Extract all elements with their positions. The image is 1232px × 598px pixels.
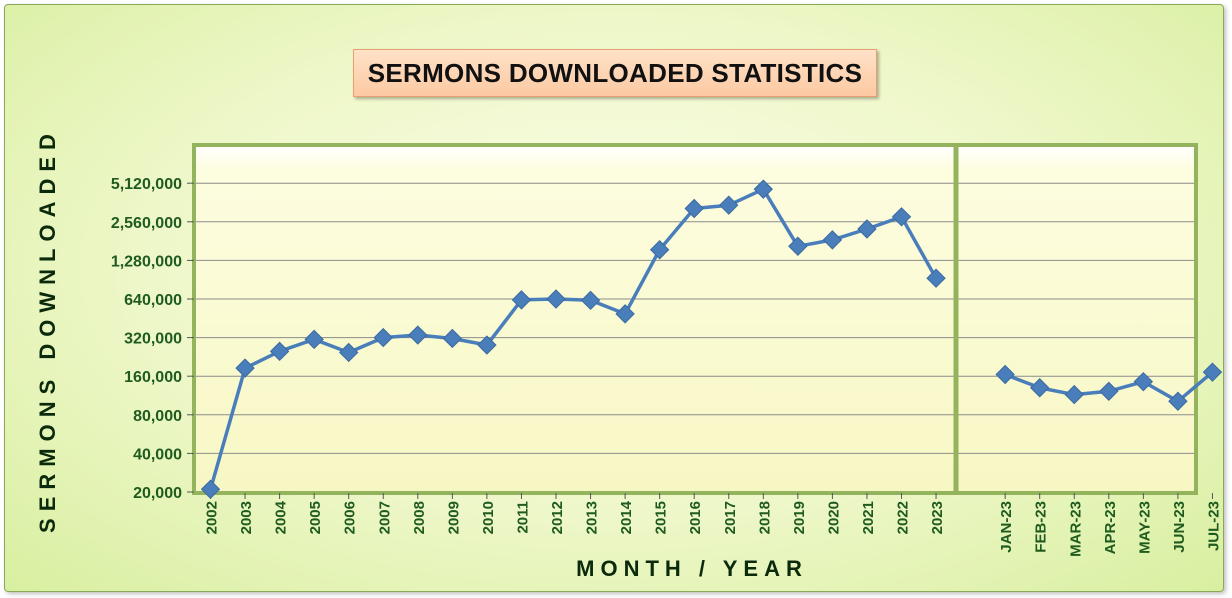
x-tick-label: 2017 xyxy=(722,501,739,534)
y-tick-label: 20,000 xyxy=(133,485,182,502)
chart-title-box: SERMONS DOWNLOADED STATISTICS xyxy=(353,49,877,97)
data-point xyxy=(1099,381,1119,402)
data-point xyxy=(580,290,601,311)
y-tick-label: 160,000 xyxy=(124,369,182,386)
y-tick-label: 2,560,000 xyxy=(111,215,182,232)
data-point xyxy=(442,328,463,349)
data-point xyxy=(1133,371,1154,392)
x-tick-label: 2019 xyxy=(791,501,808,534)
x-tick-label: 2005 xyxy=(307,501,324,534)
chart-title: SERMONS DOWNLOADED STATISTICS xyxy=(367,57,863,88)
x-tick-label: 2016 xyxy=(687,501,704,534)
x-tick-label: 2007 xyxy=(376,501,393,534)
x-tick-label: 2015 xyxy=(653,501,670,534)
y-tick-label: 40,000 xyxy=(133,446,182,463)
data-point xyxy=(1029,378,1050,398)
x-tick-label: 2021 xyxy=(860,501,877,534)
plot-border xyxy=(192,143,1198,495)
data-point xyxy=(822,230,843,250)
data-point xyxy=(649,240,670,260)
x-tick-label: 2002 xyxy=(204,501,221,534)
x-tick-label: 2014 xyxy=(618,500,635,534)
y-tick-label: 80,000 xyxy=(133,408,182,425)
data-point xyxy=(891,207,912,227)
x-tick-label: JUN-23 xyxy=(1171,501,1188,553)
x-tick-label: 2011 xyxy=(514,501,531,534)
data-point xyxy=(408,325,428,345)
data-point xyxy=(338,342,359,363)
x-tick-label: MAY-23 xyxy=(1136,501,1153,554)
yearly-series-line xyxy=(208,187,938,490)
series-downloads xyxy=(200,179,1223,499)
data-point xyxy=(857,219,877,239)
x-tick-label: JUL-23 xyxy=(1205,501,1222,551)
y-axis-title: SERMONS DOWNLOADED xyxy=(35,127,60,533)
data-point xyxy=(615,304,635,324)
x-tick-label: 2006 xyxy=(342,501,359,534)
y-tick-label: 640,000 xyxy=(124,292,182,309)
data-point xyxy=(788,236,808,256)
x-tick-label: MAR-23 xyxy=(1067,501,1084,557)
data-point xyxy=(269,341,290,362)
x-tick-label: 2008 xyxy=(411,501,428,534)
data-point xyxy=(719,195,739,215)
y-tick-label: 5,120,000 xyxy=(111,176,182,193)
x-axis-ticks: 2002 2003 2004 2005 2006 2007 2008 2009 2010 2011… xyxy=(204,493,1222,557)
x-tick-label: 2009 xyxy=(445,501,462,534)
data-point xyxy=(1202,362,1223,382)
data-point xyxy=(1168,391,1188,411)
data-point xyxy=(1064,384,1084,405)
x-tick-label: 2022 xyxy=(895,501,912,534)
x-tick-label: 2020 xyxy=(825,501,842,534)
gridlines xyxy=(194,182,1196,454)
x-axis-title: MONTH / YEAR xyxy=(576,556,808,581)
data-point xyxy=(511,290,532,310)
x-tick-label: 2012 xyxy=(549,501,566,534)
x-tick-label: 2010 xyxy=(480,501,497,534)
data-point xyxy=(477,335,497,355)
data-point xyxy=(373,327,393,348)
data-point xyxy=(753,179,774,199)
x-tick-label: 2004 xyxy=(273,500,290,534)
data-point xyxy=(235,358,255,378)
x-tick-label: 2013 xyxy=(584,501,601,534)
data-point xyxy=(546,289,566,309)
data-point xyxy=(684,198,704,219)
data-point xyxy=(926,268,946,288)
x-tick-label: APR-23 xyxy=(1102,501,1119,554)
y-axis-ticks: 20,000 40,000 80,000 160,000 320,000 640,000 1… xyxy=(111,176,194,502)
data-point xyxy=(304,329,324,350)
plot-area-monthly xyxy=(956,145,1196,493)
x-tick-label: 2018 xyxy=(756,501,773,534)
x-tick-label: JAN-23 xyxy=(998,501,1015,553)
plot-area-yearly xyxy=(194,145,956,493)
data-point xyxy=(995,364,1015,385)
x-tick-label: FEB-23 xyxy=(1033,501,1050,553)
x-tick-label: 2003 xyxy=(238,501,255,534)
data-point xyxy=(200,479,221,499)
x-tick-label: 2023 xyxy=(929,501,946,534)
y-tick-label: 1,280,000 xyxy=(111,253,182,270)
y-tick-label: 320,000 xyxy=(124,331,182,348)
